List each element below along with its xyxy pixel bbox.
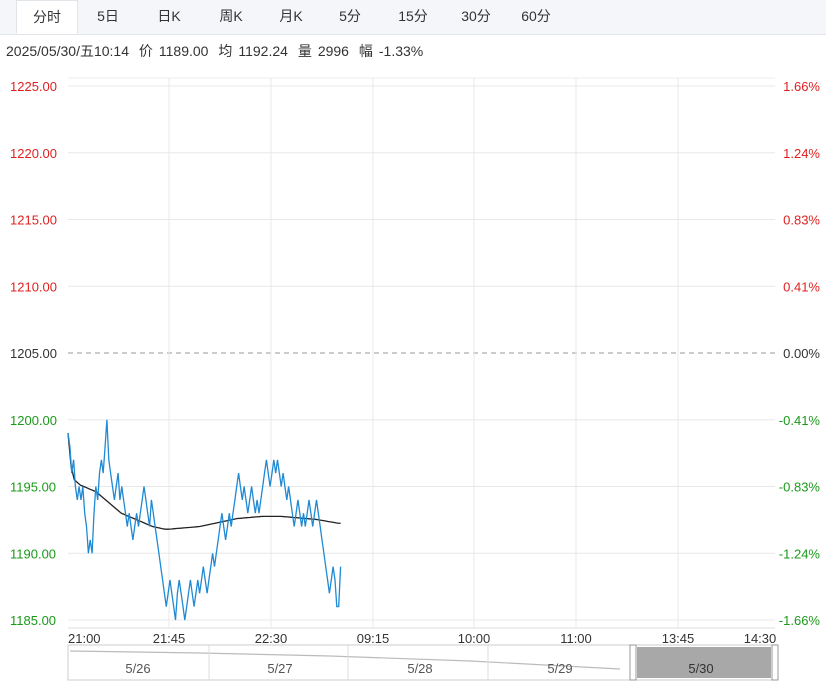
y-tick-label-left: 1215.00 [10, 213, 57, 228]
y-tick-label-right: -0.41% [779, 413, 821, 428]
y-tick-label-left: 1205.00 [10, 346, 57, 361]
info-price: 1189.00 [158, 43, 209, 59]
y-tick-label-right: 0.00% [783, 346, 820, 361]
price-line [67, 419, 342, 621]
y-tick-label-right: -0.83% [779, 480, 821, 495]
navigator-date-label: 5/27 [267, 661, 292, 676]
tab-7[interactable]: 15分 [398, 8, 428, 24]
navigator-date-label: 5/26 [125, 661, 150, 676]
tab-2[interactable]: 5日 [97, 8, 119, 24]
x-tick-label: 11:00 [560, 631, 592, 646]
info-avg-label: 均 [218, 43, 233, 59]
navigator-date-label: 5/29 [547, 661, 572, 676]
intraday-chart[interactable]: 1225.00 1.66% 1220.00 1.24% 1215.00 0.83% 1210… [0, 70, 826, 684]
navigator-handle-right[interactable] [771, 644, 779, 681]
y-tick-label-left: 1220.00 [10, 146, 57, 161]
y-tick-label-right: 0.41% [783, 279, 820, 294]
x-tick-label: 10:00 [458, 631, 491, 646]
tab-5[interactable]: 月K [279, 8, 303, 24]
tab-6[interactable]: 5分 [339, 8, 361, 24]
tab-1[interactable]: 分时 [16, 0, 78, 34]
navigator-date-label: 5/30 [688, 661, 713, 676]
info-avg: 1192.24 [238, 43, 288, 59]
y-tick-label-right: -1.66% [779, 613, 821, 628]
x-tick-label: 13:45 [662, 631, 695, 646]
y-tick-label-left: 1225.00 [10, 79, 57, 94]
x-tick-label: 14:30 [744, 631, 777, 646]
y-tick-label-right: 1.66% [783, 79, 820, 94]
info-volume-label: 量 [297, 43, 312, 59]
navigator-selected-range[interactable] [637, 647, 771, 678]
tab-3[interactable]: 日K [157, 8, 181, 24]
y-tick-label-left: 1210.00 [10, 279, 57, 294]
x-tick-label: 21:45 [153, 631, 186, 646]
chart-period-tabs: 分时 5日 日K 周K 月K 5分 15分 30分 60分 [0, 0, 826, 35]
y-tick-label-left: 1195.00 [10, 480, 56, 495]
x-tick-label: 22:30 [255, 631, 288, 646]
info-change-label: 幅 [358, 43, 373, 59]
y-tick-label-left: 1185.00 [10, 613, 56, 628]
x-tick-label: 21:00 [68, 631, 101, 646]
navigator-date-label: 5/28 [407, 661, 432, 676]
x-tick-label: 09:15 [357, 631, 390, 646]
y-tick-label-left: 1190.00 [10, 546, 56, 561]
navigator-trend-line [69, 650, 621, 670]
y-tick-label-right: 0.83% [783, 213, 820, 228]
navigator-handle-left[interactable] [629, 644, 637, 681]
y-tick-label-right: -1.24% [779, 546, 821, 561]
info-price-label: 价 [138, 43, 153, 59]
info-change: -1.33% [378, 43, 424, 59]
info-volume: 2996 [317, 43, 349, 59]
tab-4[interactable]: 周K [219, 8, 243, 24]
tab-9[interactable]: 60分 [521, 8, 551, 24]
y-tick-label-right: 1.24% [783, 146, 820, 161]
y-tick-label-left: 1200.00 [10, 413, 57, 428]
quote-info-bar: 2025/05/30/五10:14 价 1189.00 均 1192.24 量 299… [6, 41, 429, 61]
info-datetime: 2025/05/30/五10:14 [6, 43, 129, 59]
tab-8[interactable]: 30分 [461, 8, 491, 24]
